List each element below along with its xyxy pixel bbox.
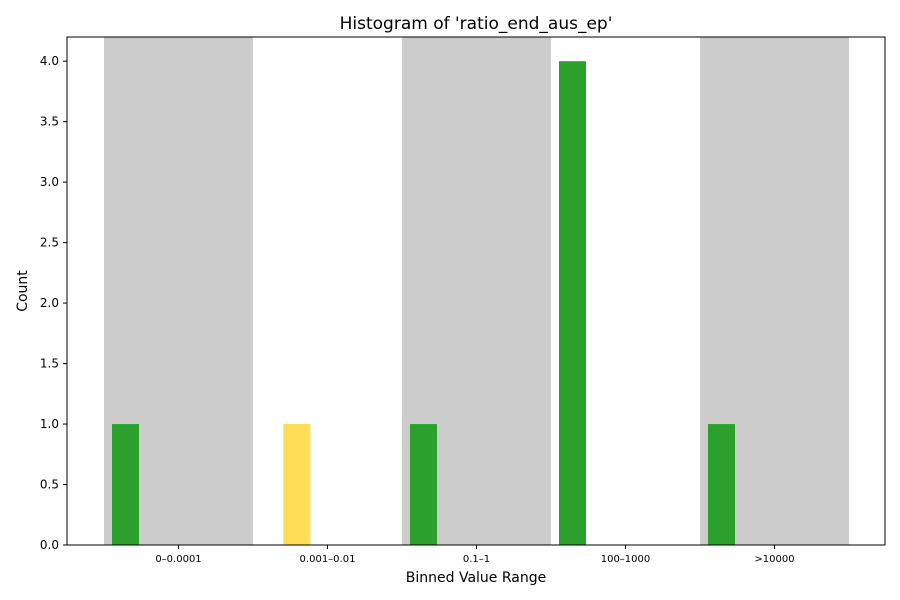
chart-title: Histogram of 'ratio_end_aus_ep' xyxy=(340,14,613,34)
x-axis-label: Binned Value Range xyxy=(406,570,546,586)
x-tick-label: 0.1–1 xyxy=(463,554,490,565)
y-axis: 0.0 0.5 1.0 1.5 2.0 2.5 3.0 3.5 4.0 xyxy=(40,54,67,552)
bar-3 xyxy=(559,61,586,545)
y-tick-label: 1.0 xyxy=(40,417,59,431)
bar-0 xyxy=(112,424,139,545)
x-tick-label: 100–1000 xyxy=(601,554,651,565)
shaded-bands xyxy=(104,37,849,545)
y-tick-label: 2.0 xyxy=(40,296,59,310)
y-tick-label: 0.5 xyxy=(40,478,59,492)
y-tick-label: 4.0 xyxy=(40,54,59,68)
bar-1 xyxy=(283,424,311,545)
y-tick-label: 3.0 xyxy=(40,175,59,189)
y-tick-label: 3.5 xyxy=(40,115,59,129)
bar-2 xyxy=(410,424,437,545)
x-tick-label: 0.001–0.01 xyxy=(300,554,356,565)
y-tick-label: 2.5 xyxy=(40,236,59,250)
x-axis: 0–0.0001 0.001–0.01 0.1–1 100–1000 >10000 xyxy=(155,545,795,565)
x-tick-label: >10000 xyxy=(754,554,794,565)
bar-4 xyxy=(708,424,735,545)
y-axis-label: Count xyxy=(15,270,31,312)
x-tick-label: 0–0.0001 xyxy=(155,554,201,565)
y-tick-label: 1.5 xyxy=(40,357,59,371)
bars xyxy=(112,61,735,545)
y-tick-label: 0.0 xyxy=(40,538,59,552)
